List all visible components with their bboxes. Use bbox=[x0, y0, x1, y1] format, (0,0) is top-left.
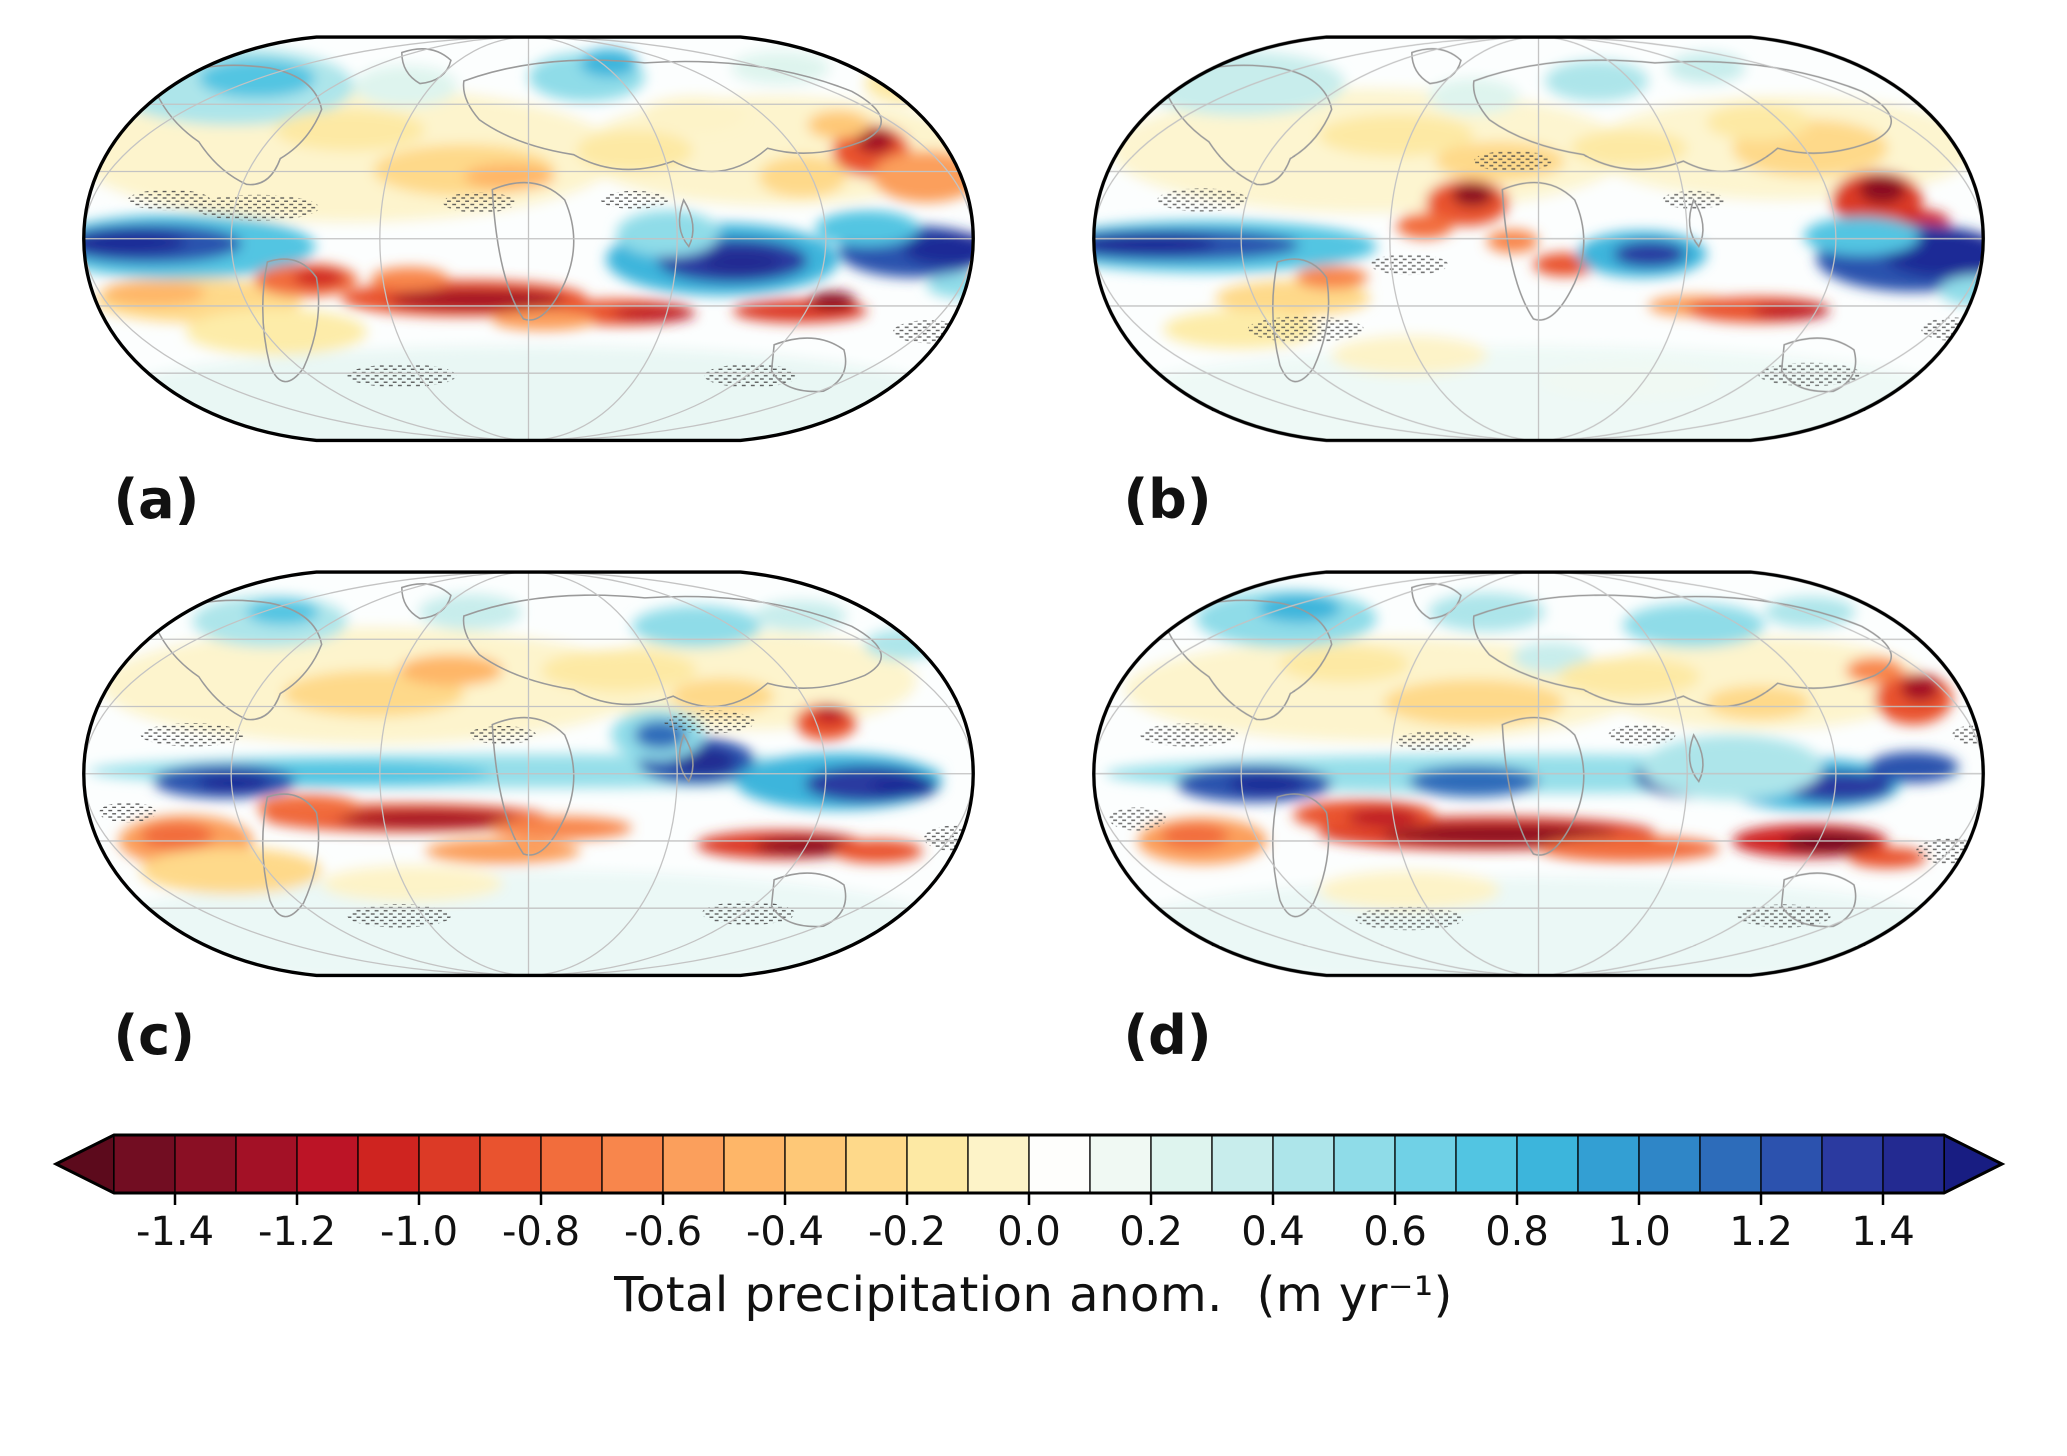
colorbar-caption: Total precipitation anom. (m yr⁻¹) bbox=[0, 1267, 2067, 1323]
colorbar-cell bbox=[1637, 1134, 1701, 1194]
colorbar-tick-labels: -1.4 -1.2 -1.0 -0.8 -0.6 -0.4 -0.2 0.0 0.2 0.4 0.6… bbox=[135, 1209, 1914, 1255]
colorbar-cell bbox=[1881, 1134, 1945, 1194]
colorbar-cell bbox=[1027, 1134, 1091, 1194]
colorbar-outline bbox=[52, 1133, 2005, 1195]
colorbar-cell bbox=[478, 1134, 542, 1194]
colorbar-tick-label: -0.4 bbox=[745, 1209, 823, 1255]
colorbar-cell bbox=[600, 1134, 664, 1194]
colorbar-right-arrow bbox=[1942, 1133, 2004, 1195]
colorbar-cell bbox=[1271, 1134, 1335, 1194]
colorbar-tick-label: -0.8 bbox=[501, 1209, 579, 1255]
colorbar-cell bbox=[112, 1134, 176, 1194]
world-map-b bbox=[1092, 35, 1985, 443]
colorbar-tick-label: 0.4 bbox=[1241, 1209, 1305, 1255]
figure: (a) bbox=[0, 6, 2067, 1323]
colorbar-cell bbox=[1698, 1134, 1762, 1194]
colorbar-tick-label: -0.2 bbox=[867, 1209, 945, 1255]
colorbar-cell bbox=[1210, 1134, 1274, 1194]
colorbar-cell bbox=[356, 1134, 420, 1194]
colorbar-cell bbox=[1576, 1134, 1640, 1194]
anomaly-field bbox=[1105, 590, 1966, 976]
colorbar-tick-label: -1.0 bbox=[379, 1209, 457, 1255]
colorbar-units: (m yr⁻¹) bbox=[1256, 1266, 1453, 1323]
colorbar-tick-label: 0.2 bbox=[1119, 1209, 1183, 1255]
panel-label-b: (b) bbox=[1123, 468, 1212, 532]
world-map-d bbox=[1092, 570, 1985, 978]
colorbar-tick-label: -0.6 bbox=[623, 1209, 701, 1255]
colorbar-cell bbox=[905, 1134, 969, 1194]
panel-label-a: (a) bbox=[113, 468, 200, 532]
colorbar-cells bbox=[112, 1134, 1945, 1194]
world-map-c bbox=[82, 570, 975, 978]
colorbar-cell bbox=[783, 1134, 847, 1194]
colorbar-tick-label: 0.8 bbox=[1485, 1209, 1549, 1255]
colorbar-cell bbox=[1454, 1134, 1518, 1194]
colorbar-cell bbox=[661, 1134, 725, 1194]
map-panel-b: (b) bbox=[1064, 6, 2014, 541]
colorbar-cell bbox=[966, 1134, 1030, 1194]
colorbar-label: Total precipitation anom. bbox=[614, 1266, 1223, 1323]
colorbar-tick-label: -1.4 bbox=[135, 1209, 213, 1255]
colorbar-cell bbox=[173, 1134, 237, 1194]
map-panel-c: (c) bbox=[54, 541, 1004, 1076]
colorbar-tick-label: 1.0 bbox=[1607, 1209, 1671, 1255]
colorbar: -1.4 -1.2 -1.0 -0.8 -0.6 -0.4 -0.2 0.0 0.2 0.4 0.6… bbox=[52, 1133, 2005, 1255]
colorbar-left-arrow bbox=[53, 1133, 115, 1195]
stippling-overlay bbox=[127, 189, 966, 388]
colorbar-cell bbox=[1088, 1134, 1152, 1194]
colorbar-cell bbox=[1393, 1134, 1457, 1194]
colorbar-cell bbox=[722, 1134, 786, 1194]
colorbar-tick-label: 0.6 bbox=[1363, 1209, 1427, 1255]
panel-label-d: (d) bbox=[1123, 1003, 1212, 1067]
map-grid: (a) bbox=[54, 6, 2014, 1077]
colorbar-cell bbox=[295, 1134, 359, 1194]
colorbar-tick-label: 1.4 bbox=[1851, 1209, 1915, 1255]
colorbar-tick-label: 1.2 bbox=[1729, 1209, 1793, 1255]
colorbar-tick-label: 0.0 bbox=[997, 1209, 1061, 1255]
colorbar-cell bbox=[1759, 1134, 1823, 1194]
colorbar-ticks bbox=[173, 1192, 1884, 1205]
colorbar-cell bbox=[1149, 1134, 1213, 1194]
colorbar-cell bbox=[417, 1134, 481, 1194]
world-map-a bbox=[82, 35, 975, 443]
colorbar-cell bbox=[539, 1134, 603, 1194]
map-panel-d: (d) bbox=[1064, 541, 2014, 1076]
colorbar-cell bbox=[844, 1134, 908, 1194]
colorbar-tick-label: -1.2 bbox=[257, 1209, 335, 1255]
colorbar-cell bbox=[1820, 1134, 1884, 1194]
panel-label-c: (c) bbox=[113, 1003, 195, 1067]
map-panel-a: (a) bbox=[54, 6, 1004, 541]
colorbar-cell bbox=[1515, 1134, 1579, 1194]
colorbar-section: -1.4 -1.2 -1.0 -0.8 -0.6 -0.4 -0.2 0.0 0.2 0.4 0.6… bbox=[0, 1123, 2067, 1323]
colorbar-cell bbox=[1332, 1134, 1396, 1194]
colorbar-cell bbox=[234, 1134, 298, 1194]
